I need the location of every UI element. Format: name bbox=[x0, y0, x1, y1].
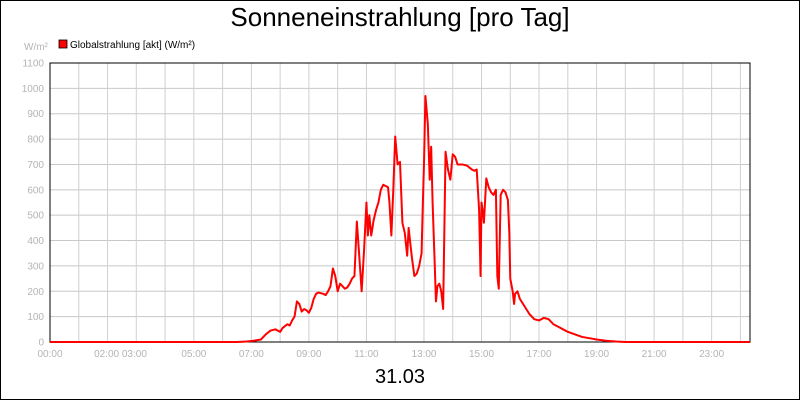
y-tick-label: 200 bbox=[27, 287, 44, 298]
y-tick-label: 1000 bbox=[22, 84, 45, 95]
y-tick-label: 900 bbox=[27, 109, 44, 120]
x-tick-label: 05:00 bbox=[181, 349, 206, 360]
y-tick-label: 100 bbox=[27, 312, 44, 323]
legend-swatch bbox=[58, 39, 68, 49]
x-tick-label: 17:00 bbox=[527, 349, 552, 360]
y-tick-label: 400 bbox=[27, 236, 44, 247]
y-tick-label: 700 bbox=[27, 160, 44, 171]
chart-title: Sonneneinstrahlung [pro Tag] bbox=[230, 2, 570, 32]
y-tick-label: 0 bbox=[38, 338, 44, 349]
x-tick-label: 13:00 bbox=[411, 349, 436, 360]
x-tick-label: 15:00 bbox=[469, 349, 494, 360]
x-tick-label: 11:00 bbox=[354, 349, 379, 360]
x-tick-label: 07:00 bbox=[239, 349, 264, 360]
plot-border bbox=[49, 62, 751, 343]
y-tick-label: 500 bbox=[27, 211, 44, 222]
y-tick-label: 300 bbox=[27, 261, 44, 272]
legend-label: Globalstrahlung [akt] (W/m²) bbox=[70, 40, 195, 51]
series-line-globalstrahlung bbox=[50, 94, 750, 343]
y-axis-unit-label: W/m² bbox=[24, 42, 49, 53]
x-axis-date-label: 31.03 bbox=[374, 366, 426, 388]
y-tick-label: 600 bbox=[27, 185, 44, 196]
x-tick-label: 23:00 bbox=[699, 349, 724, 360]
x-tick-label: 00:00 bbox=[37, 349, 62, 360]
x-tick-label: 21:00 bbox=[642, 349, 667, 360]
plot-area bbox=[50, 63, 750, 342]
x-tick-label: 19:00 bbox=[584, 349, 609, 360]
x-tick-label: 09:00 bbox=[296, 349, 321, 360]
y-tick-label: 800 bbox=[27, 135, 44, 146]
y-tick-label: 1100 bbox=[22, 59, 44, 70]
x-tick-label: 02:00 03:00 bbox=[94, 349, 147, 360]
